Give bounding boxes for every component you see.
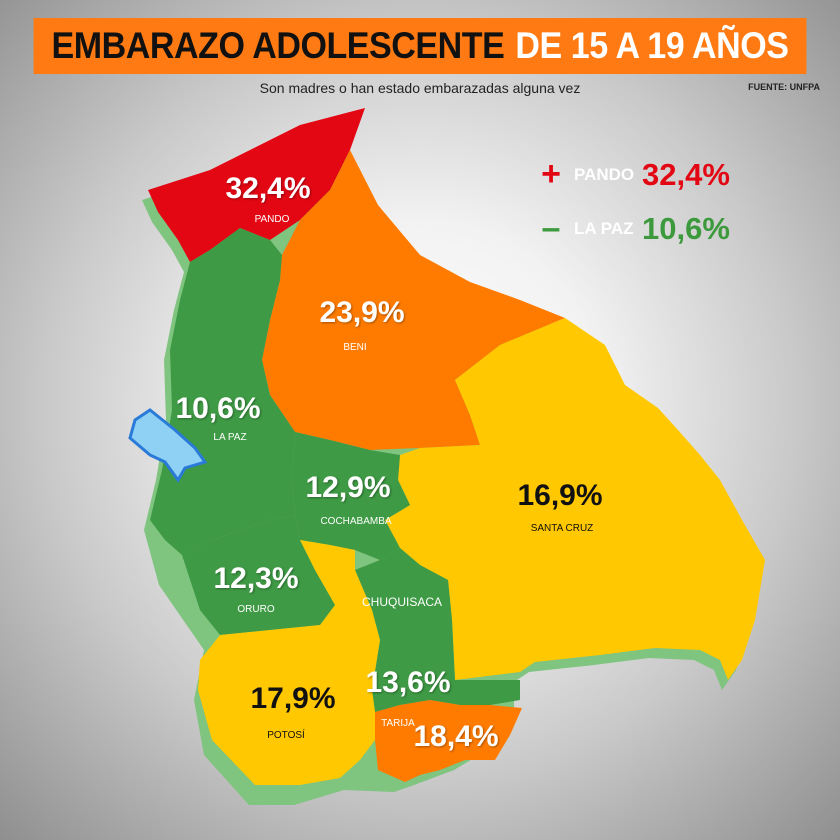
legend-min-name: LA PAZ xyxy=(574,219,636,239)
legend-max-value: 32,4% xyxy=(642,157,730,193)
value-beni: 23,9% xyxy=(319,296,404,329)
value-pando: 32,4% xyxy=(225,172,310,205)
name-santa-cruz: SANTA CRUZ xyxy=(531,523,594,534)
value-santa-cruz: 16,9% xyxy=(517,479,602,512)
name-oruro: ORURO xyxy=(237,604,274,615)
value-cochabamba: 12,9% xyxy=(305,471,390,504)
name-tarija: TARIJA xyxy=(381,718,415,729)
name-la-paz: LA PAZ xyxy=(213,432,246,443)
value-la-paz: 10,6% xyxy=(175,392,260,425)
name-potosi: POTOSÍ xyxy=(267,728,305,741)
name-beni: BENI xyxy=(343,342,366,353)
legend-max-row: + PANDO 32,4% xyxy=(536,155,730,194)
legend-max-name: PANDO xyxy=(574,165,636,185)
bolivia-map: 32,4% PANDO 23,9% BENI 10,6% LA PAZ 12,9… xyxy=(0,0,840,840)
legend-min-row: – LA PAZ 10,6% xyxy=(536,209,730,248)
plus-icon: + xyxy=(536,155,566,194)
minus-icon: – xyxy=(536,209,566,248)
name-cochabamba: COCHABAMBA xyxy=(320,516,391,527)
name-pando: PANDO xyxy=(255,214,290,225)
value-chuquisaca: 13,6% xyxy=(365,666,450,699)
value-oruro: 12,3% xyxy=(213,562,298,595)
value-tarija: 18,4% xyxy=(413,720,498,753)
legend-min-value: 10,6% xyxy=(642,211,730,247)
label-santa-cruz: 16,9% SANTA CRUZ xyxy=(517,479,602,534)
name-chuquisaca: CHUQUISACA xyxy=(362,595,442,609)
value-potosi: 17,9% xyxy=(250,682,335,715)
